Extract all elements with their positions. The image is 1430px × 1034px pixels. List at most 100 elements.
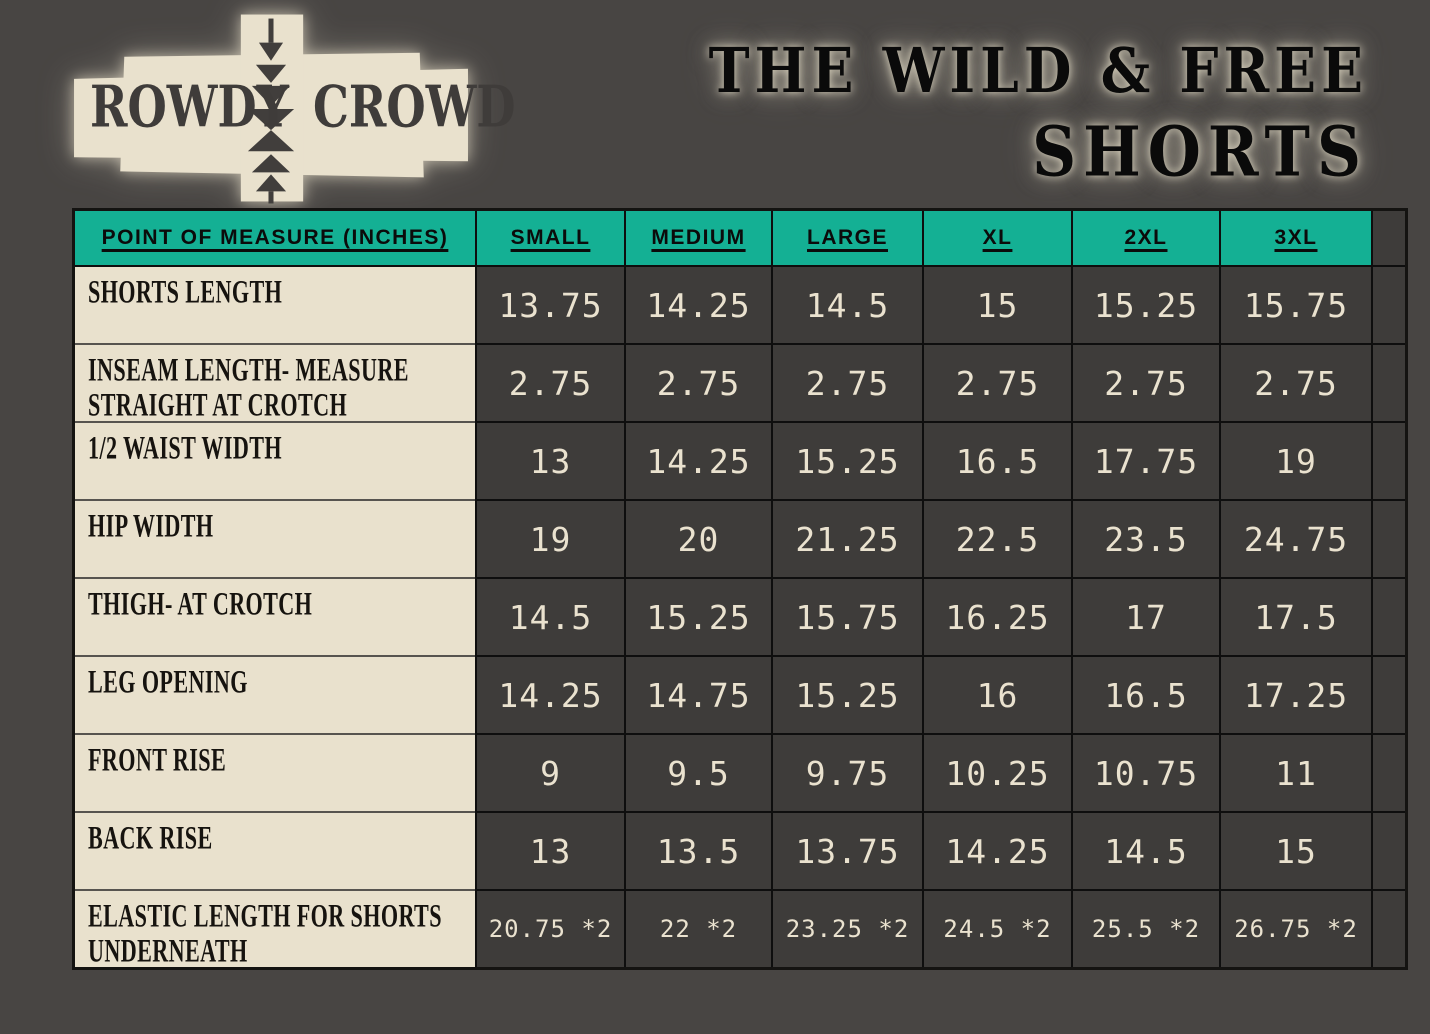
table-cell: 2.75 (1219, 343, 1371, 421)
row-label-text: BACK RISE (88, 820, 213, 857)
table-cell: 9.5 (624, 733, 771, 811)
table-cell: 2.75 (922, 343, 1071, 421)
table-row-front-rise: FRONT RISE 9 9.5 9.75 10.25 10.75 11 (75, 733, 1405, 811)
row-label: THIGH- AT CROTCH (75, 577, 475, 655)
table-cell: 13 (475, 421, 624, 499)
table-cell: 15.25 (1071, 265, 1219, 343)
row-label: INSEAM LENGTH- MEASURE STRAIGHT AT CROTC… (75, 343, 475, 421)
row-label-text: ELASTIC LENGTH FOR SHORTS UNDERNEATH (88, 898, 442, 967)
title-line-2: SHORTS (1032, 113, 1368, 193)
table-cell: 2.75 (771, 343, 922, 421)
table-spacer-cell (1371, 211, 1405, 265)
table-cell: 17 (1071, 577, 1219, 655)
table-cell: 13.75 (771, 811, 922, 889)
table-cell: 14.5 (771, 265, 922, 343)
table-spacer-cell (1371, 499, 1405, 577)
table-cell: 11 (1219, 733, 1371, 811)
table-cell: 25.5 *2 (1071, 889, 1219, 967)
table-row-thigh-at-crotch: THIGH- AT CROTCH 14.5 15.25 15.75 16.25 … (75, 577, 1405, 655)
table-spacer-cell (1371, 733, 1405, 811)
table-header-row: POINT OF MEASURE (INCHES) SMALL MEDIUM L… (75, 211, 1405, 265)
page-title: THE WILD & FREE SHORTS (708, 34, 1368, 193)
table-cell: 14.75 (624, 655, 771, 733)
table-cell: 15.75 (771, 577, 922, 655)
table-row-inseam-length: INSEAM LENGTH- MEASURE STRAIGHT AT CROTC… (75, 343, 1405, 421)
row-label-text: FRONT RISE (88, 742, 227, 779)
table-cell: 10.75 (1071, 733, 1219, 811)
table-spacer-cell (1371, 265, 1405, 343)
table-cell: 15 (922, 265, 1071, 343)
row-label-text: HIP WIDTH (88, 508, 214, 545)
table-cell: 2.75 (475, 343, 624, 421)
table-row-half-waist-width: 1/2 WAIST WIDTH 13 14.25 15.25 16.5 17.7… (75, 421, 1405, 499)
table-cell: 14.5 (1071, 811, 1219, 889)
table-row-hip-width: HIP WIDTH 19 20 21.25 22.5 23.5 24.75 (75, 499, 1405, 577)
table-cell: 15.75 (1219, 265, 1371, 343)
table-cell: 9.75 (771, 733, 922, 811)
logo-banner-graphic (74, 14, 468, 204)
table-cell: 16 (922, 655, 1071, 733)
table-cell: 23.25 *2 (771, 889, 922, 967)
table-cell: 24.75 (1219, 499, 1371, 577)
logo-word-rowdy: ROWDY (90, 73, 289, 142)
table-cell: 20.75 *2 (475, 889, 624, 967)
row-label-text: INSEAM LENGTH- MEASURE STRAIGHT AT CROTC… (88, 352, 409, 421)
table-cell: 16.5 (1071, 655, 1219, 733)
row-label-text: THIGH- AT CROTCH (88, 586, 313, 623)
table-cell: 20 (624, 499, 771, 577)
rowdy-crowd-logo: ROWDY CROWD (70, 10, 516, 206)
row-label: BACK RISE (75, 811, 475, 889)
table-cell: 21.25 (771, 499, 922, 577)
table-cell: 19 (475, 499, 624, 577)
table-cell: 15.25 (624, 577, 771, 655)
row-label: HIP WIDTH (75, 499, 475, 577)
column-header-large: LARGE (771, 211, 922, 265)
row-label: SHORTS LENGTH (75, 265, 475, 343)
column-header-xl: XL (922, 211, 1071, 265)
table-row-leg-opening: LEG OPENING 14.25 14.75 15.25 16 16.5 17… (75, 655, 1405, 733)
table-cell: 2.75 (1071, 343, 1219, 421)
table-cell: 19 (1219, 421, 1371, 499)
column-header-medium: MEDIUM (624, 211, 771, 265)
table-cell: 10.25 (922, 733, 1071, 811)
table-spacer-cell (1371, 343, 1405, 421)
row-label-text: SHORTS LENGTH (88, 274, 283, 311)
table-spacer-cell (1371, 889, 1405, 967)
table-cell: 23.5 (1071, 499, 1219, 577)
table-row-back-rise: BACK RISE 13 13.5 13.75 14.25 14.5 15 (75, 811, 1405, 889)
table-cell: 26.75 *2 (1219, 889, 1371, 967)
table-cell: 17.25 (1219, 655, 1371, 733)
column-header-point-of-measure: POINT OF MEASURE (INCHES) (75, 211, 475, 265)
table-spacer-cell (1371, 421, 1405, 499)
row-label: FRONT RISE (75, 733, 475, 811)
table-cell: 14.25 (624, 421, 771, 499)
row-label: LEG OPENING (75, 655, 475, 733)
table-cell: 2.75 (624, 343, 771, 421)
table-cell: 16.5 (922, 421, 1071, 499)
logo-word-crowd: CROWD (313, 73, 516, 142)
table-cell: 15.25 (771, 421, 922, 499)
title-line-1: THE WILD & FREE (708, 34, 1368, 107)
table-cell: 17.5 (1219, 577, 1371, 655)
column-header-small: SMALL (475, 211, 624, 265)
table-cell: 13 (475, 811, 624, 889)
table-cell: 13.5 (624, 811, 771, 889)
table-cell: 15 (1219, 811, 1371, 889)
table-cell: 24.5 *2 (922, 889, 1071, 967)
table-cell: 14.25 (922, 811, 1071, 889)
column-header-2xl: 2XL (1071, 211, 1219, 265)
table-cell: 22 *2 (624, 889, 771, 967)
table-spacer-cell (1371, 811, 1405, 889)
row-label: 1/2 WAIST WIDTH (75, 421, 475, 499)
table-row-elastic-length: ELASTIC LENGTH FOR SHORTS UNDERNEATH 20.… (75, 889, 1405, 967)
row-label-text: 1/2 WAIST WIDTH (88, 430, 283, 467)
table-cell: 14.5 (475, 577, 624, 655)
table-cell: 14.25 (475, 655, 624, 733)
table-cell: 13.75 (475, 265, 624, 343)
table-cell: 22.5 (922, 499, 1071, 577)
table-cell: 14.25 (624, 265, 771, 343)
column-header-3xl: 3XL (1219, 211, 1371, 265)
table-row-shorts-length: SHORTS LENGTH 13.75 14.25 14.5 15 15.25 … (75, 265, 1405, 343)
table-cell: 15.25 (771, 655, 922, 733)
table-cell: 16.25 (922, 577, 1071, 655)
